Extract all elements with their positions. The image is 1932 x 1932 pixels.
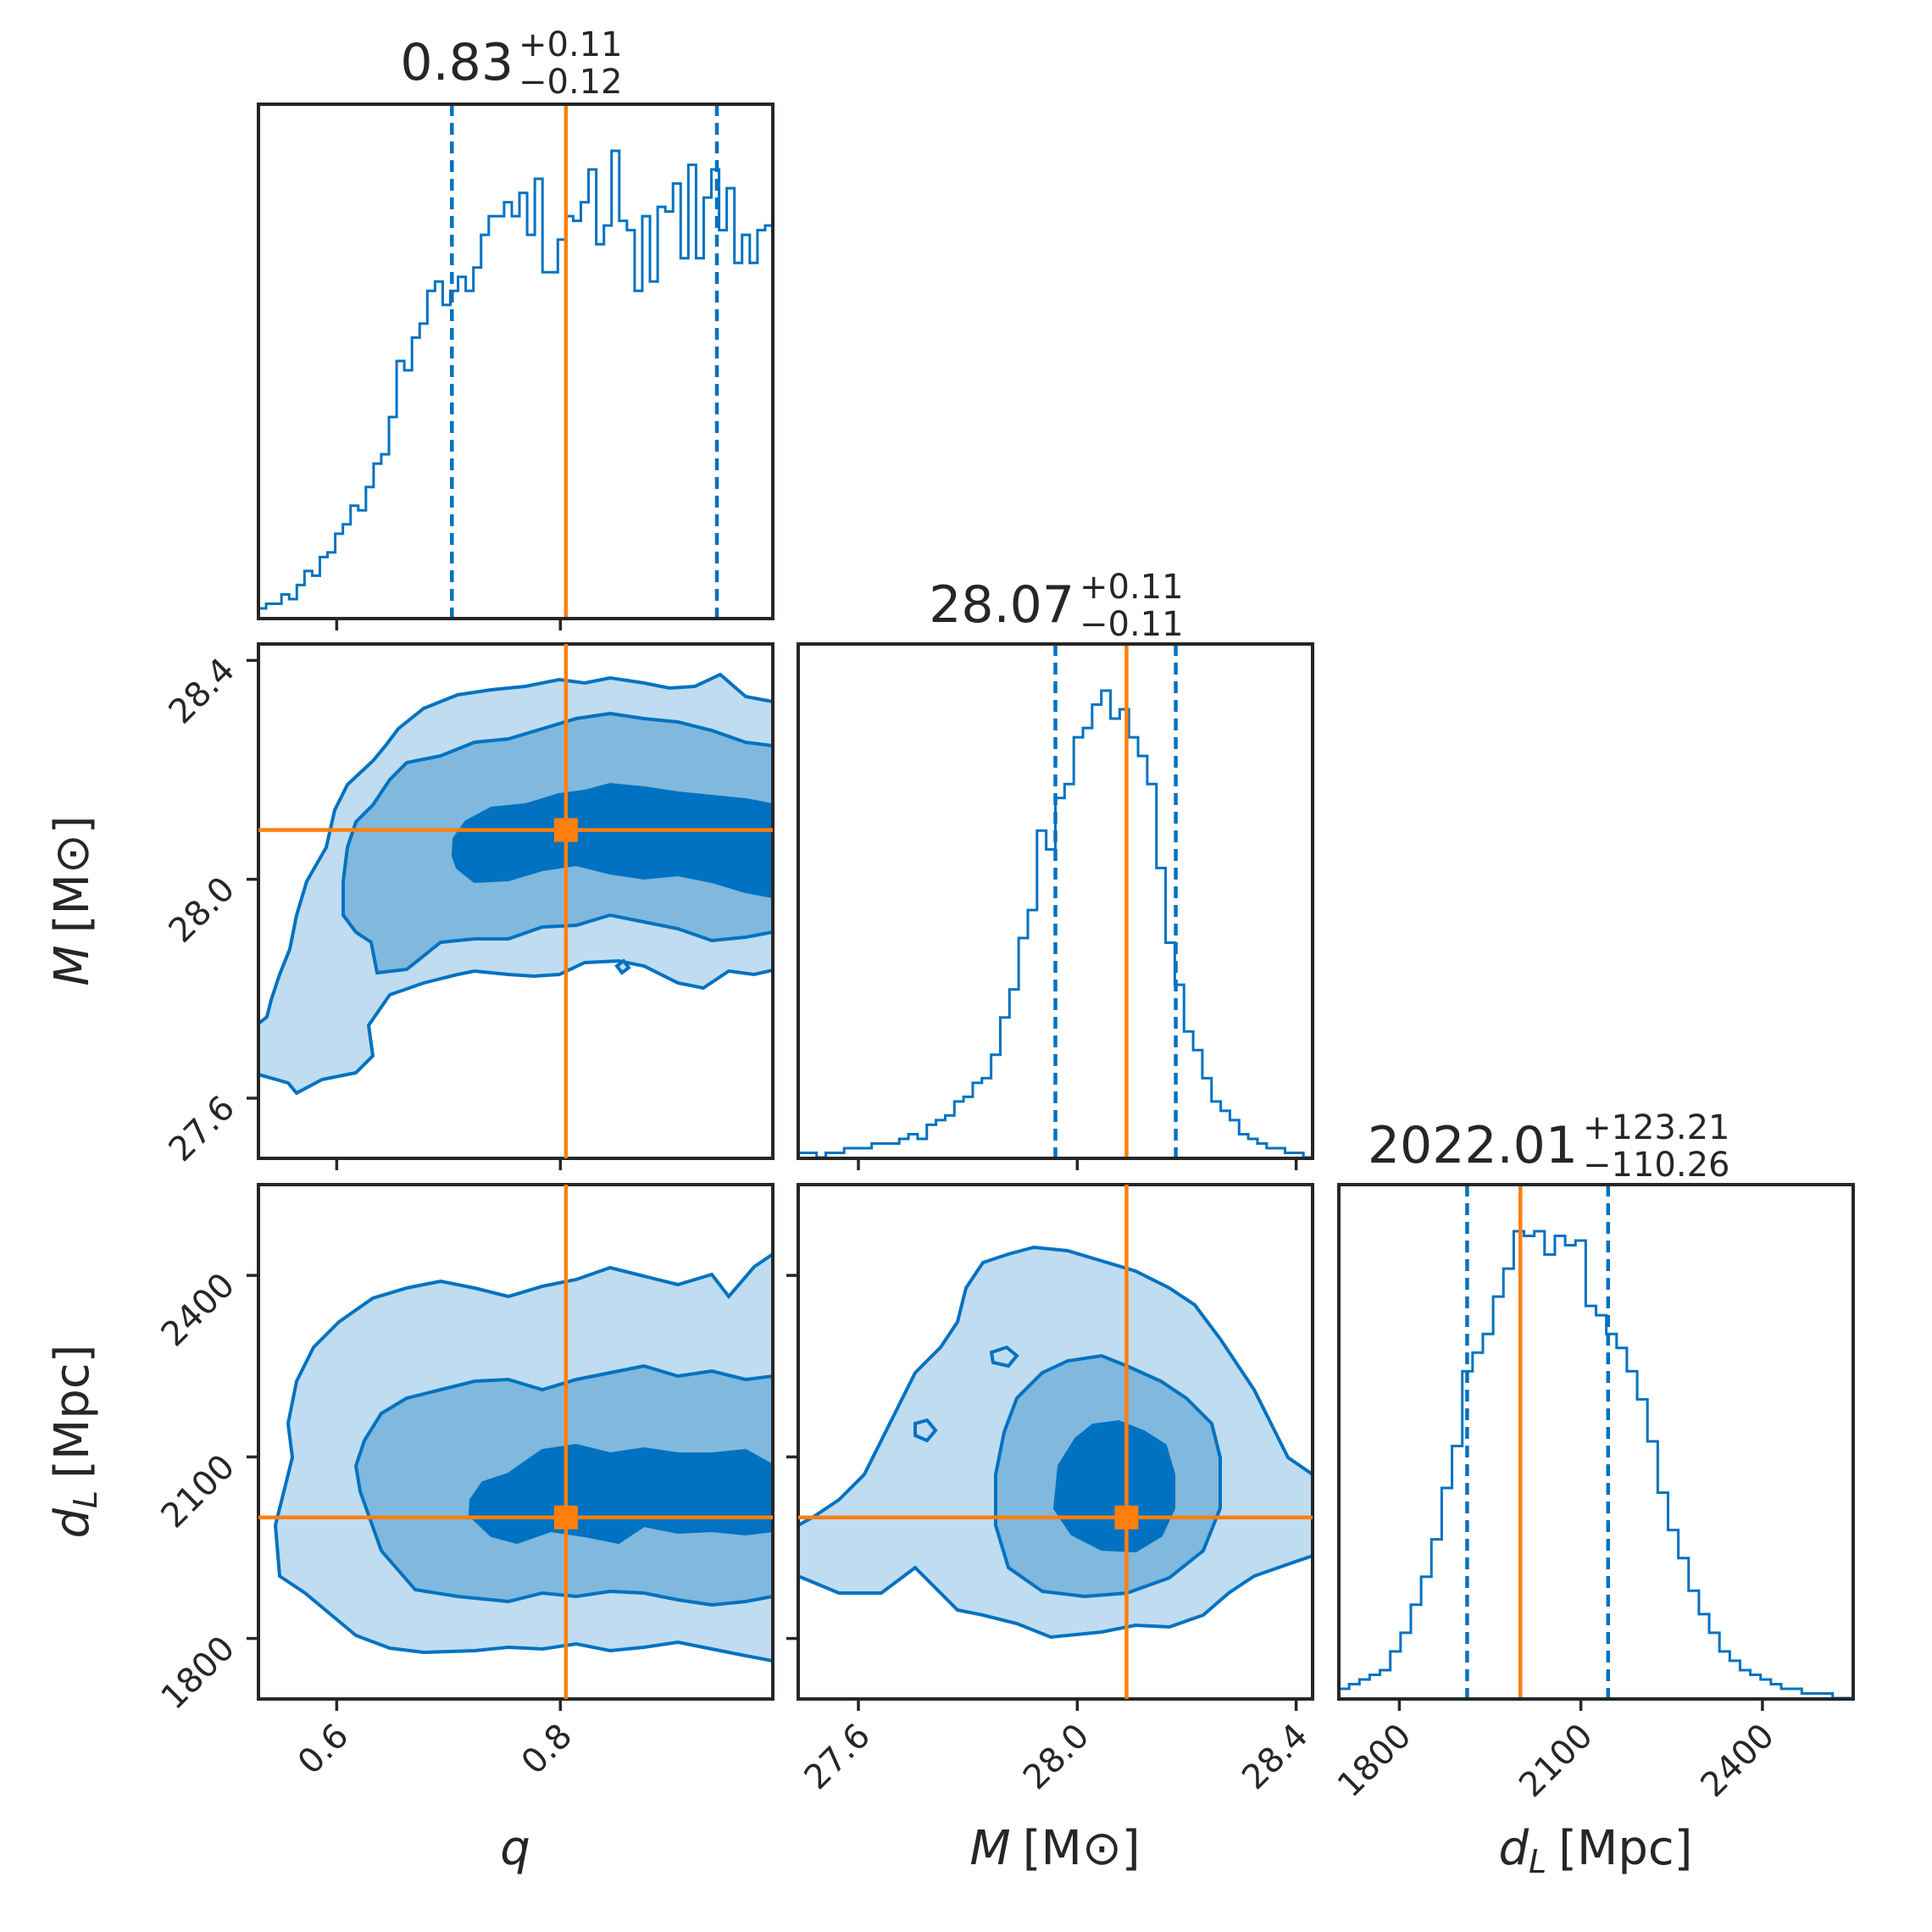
xlabel-M-unit: [M⊙]: [1023, 1821, 1141, 1876]
hist-M-frame: [797, 642, 1314, 1160]
truth-marker-dL-M: [1114, 1505, 1139, 1530]
title-M-value: 28.07: [929, 575, 1074, 635]
svg-text:dL[Mpc]: dL [Mpc]: [45, 1344, 104, 1538]
ylabel-M-symbol: M: [45, 945, 100, 985]
ylabel-dL-unit: [Mpc]: [45, 1344, 100, 1478]
title-q-minus: −0.12: [519, 63, 623, 102]
ylabel-M: M [M⊙]: [45, 815, 100, 985]
ytick-label-M-0: 27.6: [162, 1089, 243, 1170]
truth-marker-dL-q: [553, 1505, 578, 1530]
title-M: 28.07 +0.11 −0.11: [929, 568, 1183, 644]
histogram-step-dL: [1337, 1230, 1853, 1700]
contour-island-dL-M-2: [989, 1345, 1019, 1368]
panel-hist-M: [797, 642, 1314, 1160]
xtick-label-M-0: 27.6: [797, 1717, 879, 1798]
truth-lines-dL-q: [258, 1185, 773, 1699]
ytick-label-M-2: 28.4: [162, 651, 243, 732]
xlabel-dL-sub: L: [1529, 1843, 1546, 1880]
title-dL-minus: −110.26: [1583, 1146, 1729, 1185]
title-M-plus: +0.11: [1080, 568, 1184, 607]
hist-M-content: [797, 644, 1313, 1159]
svg-text:M[M⊙]: M[M⊙]: [969, 1821, 1140, 1876]
histogram-step-M: [797, 689, 1313, 1159]
contour-39-M-q: [451, 782, 773, 899]
title-M-minus: −0.11: [1080, 605, 1184, 644]
xlabel-q: q: [500, 1821, 530, 1876]
joint-M-q-frame: [257, 642, 774, 1160]
ylabel-dL-sub: L: [67, 1491, 104, 1508]
ylabel-M-unit: [M⊙]: [45, 815, 100, 933]
truth-lines-dL-M: [798, 1185, 1313, 1699]
xlabel-dL-symbol: d: [1498, 1821, 1529, 1876]
truth-marker-M-q: [553, 818, 578, 842]
ytick-label-M-1: 28.0: [162, 869, 243, 951]
ytick-label-dL-2: 2400: [154, 1266, 243, 1355]
joint-dL-M-frame: [797, 1183, 1314, 1701]
xlabel-M-symbol: M: [969, 1821, 1010, 1876]
panel-joint-dL-q: [257, 1183, 774, 1701]
xtick-label-dL-2: 2400: [1693, 1717, 1782, 1806]
joint-dL-M-contours: [798, 1245, 1313, 1640]
truth-lines-M-q: [258, 644, 773, 1158]
histogram-step-q: [257, 149, 774, 618]
ytick-label-dL-1: 2100: [154, 1447, 243, 1536]
title-dL: 2022.01 +123.21 −110.26: [1368, 1108, 1730, 1185]
title-q-plus: +0.11: [519, 25, 623, 64]
xlabel-M: M [M⊙]: [969, 1821, 1140, 1876]
joint-M-q-contours: [258, 672, 773, 1096]
xtick-label-dL-1: 2100: [1512, 1717, 1601, 1806]
title-q-value: 0.83: [400, 33, 514, 92]
title-dL-plus: +123.21: [1583, 1108, 1729, 1147]
hist-dL-frame: [1337, 1183, 1855, 1701]
hist-q-content: [257, 104, 774, 619]
title-dL-value: 2022.01: [1368, 1116, 1578, 1175]
panel-joint-M-q: [257, 642, 774, 1160]
svg-text:M[M⊙]: M [M⊙]: [45, 815, 100, 985]
ylabel-dL: dL [Mpc]: [45, 1344, 104, 1538]
hist-q-frame: [257, 103, 774, 620]
xtick-label-dL-0: 1800: [1330, 1717, 1419, 1806]
xlabel-dL-unit: [Mpc]: [1558, 1821, 1692, 1876]
panel-hist-dL: [1337, 1183, 1855, 1701]
ytick-label-dL-0: 1800: [154, 1629, 243, 1718]
ylabel-dL-symbol: d: [45, 1508, 100, 1539]
contour-island-M-q: [614, 958, 631, 975]
xtick-label-q-1: 0.8: [514, 1717, 580, 1783]
title-q: 0.83 +0.11 −0.12: [400, 25, 622, 102]
xlabel-dL: dL [Mpc]: [1498, 1821, 1692, 1880]
contour-39-dL-M: [1052, 1419, 1175, 1553]
joint-dL-q-frame: [257, 1183, 774, 1701]
contour-island-dL-M-1: [913, 1418, 938, 1443]
xtick-label-M-2: 28.4: [1235, 1717, 1316, 1798]
xtick-label-M-1: 28.0: [1016, 1717, 1097, 1798]
svg-text:dL[Mpc]: dL [Mpc]: [1498, 1821, 1692, 1880]
xtick-label-q-0: 0.6: [291, 1717, 357, 1783]
panel-joint-dL-M: [797, 1183, 1314, 1701]
panel-hist-q: [257, 103, 774, 620]
hist-dL-content: [1337, 1185, 1853, 1700]
joint-dL-q-contours: [273, 1252, 773, 1663]
